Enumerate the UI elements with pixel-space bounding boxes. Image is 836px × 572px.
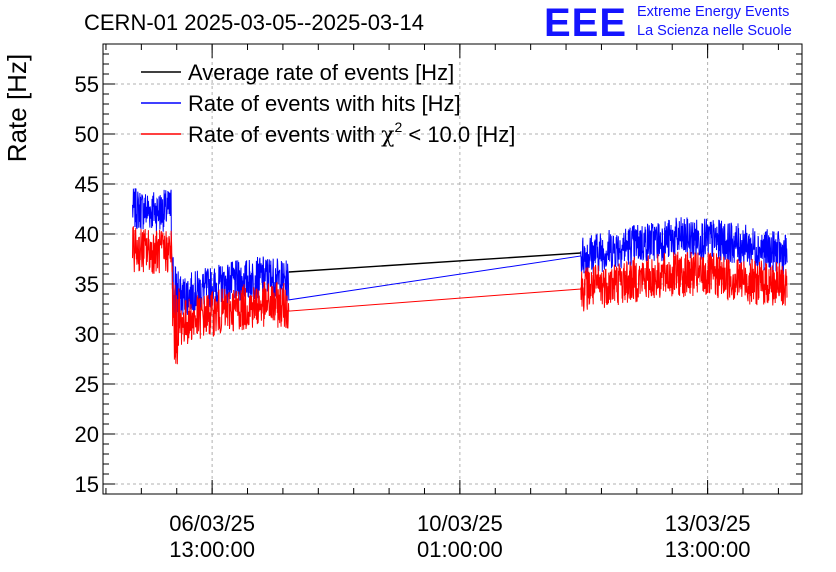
y-axis-label: Rate [Hz] — [2, 54, 32, 162]
legend-label-2: Rate of events with χ2 < 10.0 [Hz] — [188, 119, 515, 148]
legend-label-0: Average rate of events [Hz] — [188, 60, 454, 85]
x-tick-label-time: 01:00:00 — [417, 537, 503, 562]
y-tick-label: 50 — [75, 122, 99, 147]
logo-caption-line1: Extreme Energy Events — [637, 4, 790, 20]
y-tick-label: 45 — [75, 172, 99, 197]
legend-superscript: 2 — [394, 119, 402, 135]
x-tick-label-date: 06/03/25 — [169, 511, 255, 536]
x-tick-label-date: 13/03/25 — [665, 511, 751, 536]
y-tick-label: 15 — [75, 472, 99, 497]
y-tick-label: 20 — [75, 422, 99, 447]
legend-label-1: Rate of events with hits [Hz] — [188, 91, 461, 116]
plot-frame — [102, 43, 803, 495]
y-tick-label: 30 — [75, 322, 99, 347]
x-tick-label-time: 13:00:00 — [665, 537, 751, 562]
y-tick-label: 35 — [75, 272, 99, 297]
logo-caption-line2: La Scienza nelle Scuole — [637, 23, 792, 39]
y-tick-label: 25 — [75, 372, 99, 397]
x-tick-label-time: 13:00:00 — [169, 537, 255, 562]
eee-logo: EEE — [544, 1, 628, 45]
y-tick-label: 55 — [75, 72, 99, 97]
x-tick-label-date: 10/03/25 — [417, 511, 503, 536]
y-tick-label: 40 — [75, 222, 99, 247]
legend-chi-symbol: χ — [381, 123, 394, 148]
logo-caption: Extreme Energy Events La Scienza nelle S… — [637, 3, 792, 41]
series-line-2 — [132, 226, 788, 365]
chart-title: CERN-01 2025-03-05--2025-03-14 — [84, 10, 424, 35]
legend-label-rest: < 10.0 [Hz] — [402, 122, 515, 147]
series-line-0 — [288, 252, 581, 273]
series-line-1 — [132, 188, 788, 328]
